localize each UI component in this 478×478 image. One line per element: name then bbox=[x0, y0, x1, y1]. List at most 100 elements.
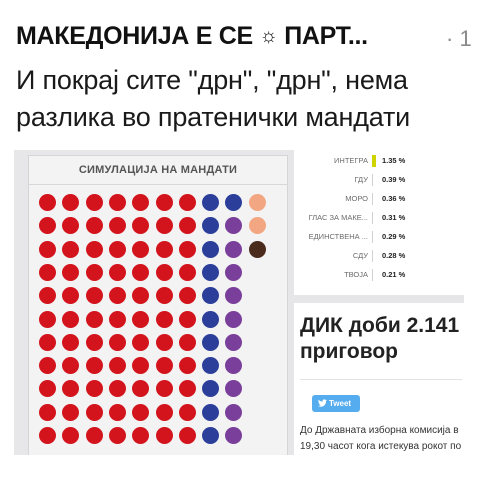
result-bar bbox=[372, 269, 373, 281]
seat-dot-red bbox=[39, 240, 56, 258]
seat-dot-red bbox=[108, 380, 126, 398]
attached-image[interactable]: СИМУЛАЦИЈА НА МАНДАТИ ИНТЕГРА 1.35 % ГДУ 0.… bbox=[14, 150, 464, 455]
seat-dot-red bbox=[62, 217, 80, 235]
seat-dot-red bbox=[39, 287, 56, 305]
article-body: До Државната изборна комисија в 19,30 ча… bbox=[300, 423, 464, 455]
seat-dot-red bbox=[62, 240, 80, 258]
party-name: ИНТЕГРА bbox=[334, 156, 368, 165]
party-percent: 0.28 % bbox=[382, 251, 406, 260]
party-name: ГЛАС ЗА МАКЕ... bbox=[308, 213, 368, 222]
seat-dot-red bbox=[85, 263, 103, 281]
seat-dot-purple bbox=[225, 380, 243, 398]
seat-dot-red bbox=[155, 403, 173, 421]
seat-dot-blue bbox=[202, 333, 220, 351]
result-bar bbox=[372, 155, 376, 167]
seat-dot-red bbox=[108, 217, 126, 235]
seat-dot-red bbox=[85, 357, 103, 375]
article-body-line-1: До Државната изборна комисија в bbox=[300, 425, 459, 436]
seat-dot-red bbox=[62, 310, 80, 328]
seat-dot-red bbox=[39, 310, 56, 328]
seat-dot-red bbox=[155, 380, 173, 398]
seat-dot-red bbox=[178, 263, 196, 281]
seat-dot-red bbox=[132, 403, 150, 421]
article-card: ДИК доби 2.141 приговор Tweet До Државна… bbox=[294, 303, 464, 455]
divider bbox=[300, 379, 462, 380]
seat-dot-red bbox=[85, 217, 103, 235]
result-bar bbox=[372, 231, 373, 243]
source-account[interactable]: МАКЕДОНИЈА Е СЕ ☼ ПАРТ... bbox=[16, 22, 456, 51]
seat-dot-purple bbox=[225, 240, 243, 258]
seat-dot-red bbox=[85, 287, 103, 305]
party-name: МОРО bbox=[345, 194, 368, 203]
seat-dot-peach bbox=[248, 194, 266, 211]
simulation-panel: СИМУЛАЦИЈА НА МАНДАТИ bbox=[14, 150, 289, 455]
seat-dot-red bbox=[62, 263, 80, 281]
seat-dot-red bbox=[108, 263, 126, 281]
party-percent: 0.29 % bbox=[382, 232, 406, 241]
seat-dot-purple bbox=[225, 403, 243, 421]
seat-dot-red bbox=[108, 310, 126, 328]
post-text: И покрај сите "дрн", "дрн", нема разлика… bbox=[16, 62, 476, 136]
seat-dot-red bbox=[132, 310, 150, 328]
seat-dot-red bbox=[132, 357, 150, 375]
result-row: ГДУ 0.39 % bbox=[294, 171, 464, 189]
seat-dot-red bbox=[178, 310, 196, 328]
seat-dot-red bbox=[132, 380, 150, 398]
party-percent: 0.21 % bbox=[382, 270, 406, 279]
seat-dot-red bbox=[155, 217, 173, 235]
article-title-line-2[interactable]: приговор bbox=[300, 340, 399, 363]
seat-dot-red bbox=[85, 240, 103, 258]
seat-dot-red bbox=[39, 333, 56, 351]
seat-dot-blue bbox=[202, 310, 220, 328]
party-percent: 0.31 % bbox=[382, 213, 406, 222]
source-name-tail[interactable]: ПАРТ... bbox=[284, 22, 368, 50]
seat-dot-red bbox=[62, 194, 80, 211]
seat-dot-red bbox=[155, 310, 173, 328]
post-time: · 1 bbox=[446, 26, 472, 51]
seat-dot-blue bbox=[202, 427, 220, 444]
seat-dot-red bbox=[178, 427, 196, 444]
seat-dot-red bbox=[108, 287, 126, 305]
seat-dot-red bbox=[108, 333, 126, 351]
seat-dot-purple bbox=[225, 287, 243, 305]
seat-dot-purple bbox=[225, 310, 243, 328]
seat-dot-purple bbox=[225, 427, 243, 444]
seat-dot-red bbox=[108, 194, 126, 211]
seat-dot-purple bbox=[225, 217, 243, 235]
seat-dot-red bbox=[132, 287, 150, 305]
article-title[interactable]: ДИК доби 2.141 приговор bbox=[300, 313, 464, 365]
result-bar bbox=[372, 250, 373, 262]
party-percent: 1.35 % bbox=[382, 156, 406, 165]
seat-dot-red bbox=[132, 194, 150, 211]
seat-dot-red bbox=[62, 287, 80, 305]
sun-icon: ☼ bbox=[259, 25, 278, 47]
seat-dot-red bbox=[62, 403, 80, 421]
seat-dot-purple bbox=[225, 357, 243, 375]
result-bar bbox=[372, 193, 373, 205]
tweet-button[interactable]: Tweet bbox=[312, 395, 360, 412]
source-name[interactable]: МАКЕДОНИЈА Е СЕ bbox=[16, 22, 253, 50]
seat-dot-red bbox=[39, 380, 56, 398]
seat-dot-red bbox=[155, 287, 173, 305]
seat-dot-red bbox=[39, 427, 56, 444]
seat-dot-purple bbox=[225, 263, 243, 281]
seat-dot-brown bbox=[248, 240, 266, 258]
post-text-line-1: И покрај сите "дрн", "дрн", нема bbox=[16, 65, 408, 95]
seat-dot-red bbox=[155, 357, 173, 375]
result-bar bbox=[372, 174, 373, 186]
seat-dot-red bbox=[39, 217, 56, 235]
seat-dot-red bbox=[39, 403, 56, 421]
results-and-article: ИНТЕГРА 1.35 % ГДУ 0.39 % МОРО 0.36 % ГЛАС ЗА … bbox=[289, 150, 464, 455]
party-percent: 0.36 % bbox=[382, 194, 406, 203]
seat-dot-red bbox=[85, 427, 103, 444]
seat-dot-red bbox=[85, 380, 103, 398]
simulation-card: СИМУЛАЦИЈА НА МАНДАТИ bbox=[28, 155, 288, 455]
bottom-bar bbox=[0, 455, 478, 478]
result-row: ГЛАС ЗА МАКЕ... 0.31 % bbox=[294, 209, 464, 227]
article-title-line-1[interactable]: ДИК доби 2.141 bbox=[300, 314, 460, 337]
seat-dot-red bbox=[85, 333, 103, 351]
seat-dot-blue bbox=[202, 240, 220, 258]
seat-dot-red bbox=[132, 217, 150, 235]
seat-dot-red bbox=[108, 403, 126, 421]
seat-dot-red bbox=[178, 287, 196, 305]
